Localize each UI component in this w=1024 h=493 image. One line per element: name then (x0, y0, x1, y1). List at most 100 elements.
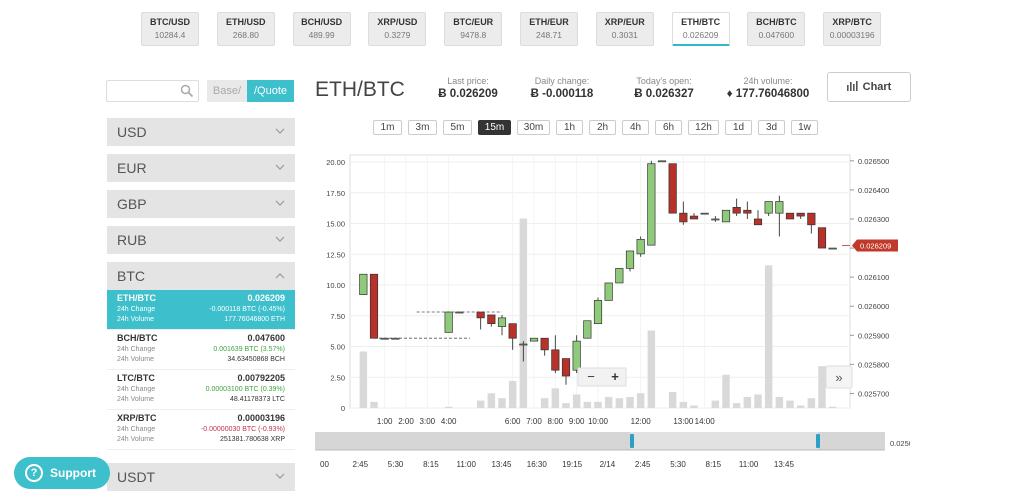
currency-label: USD (117, 124, 147, 140)
right-axis-tick: 0.026100 (858, 273, 889, 282)
ticker-xrp-eur[interactable]: XRP/EUR 0.3031 (595, 12, 654, 46)
timeframe-15m[interactable]: 15m (478, 120, 511, 135)
candle-body (828, 247, 837, 250)
timeframe-4h[interactable]: 4h (622, 120, 649, 135)
ticker-xrp-usd[interactable]: XRP/USD 0.3279 (368, 12, 427, 46)
navigator-tick: 13:45 (774, 460, 795, 469)
zoom-controls[interactable]: − + (577, 367, 627, 387)
navigator-left-handle[interactable] (630, 434, 634, 448)
navigator-right-handle[interactable] (816, 434, 820, 448)
timeframe-30m[interactable]: 30m (517, 120, 550, 135)
candle-body (497, 317, 507, 327)
quote-toggle[interactable]: /Quote (247, 80, 294, 102)
timeframe-1w[interactable]: 1w (791, 120, 818, 135)
daily-change-value: Ƀ -0.000118 (530, 88, 594, 100)
ticker-xrp-btc[interactable]: XRP/BTC 0.00003196 (823, 12, 882, 46)
currency-label: RUB (117, 232, 147, 248)
volume-row: 24h Volume 48.41178373 LTC (117, 396, 285, 403)
currency-btc[interactable]: BTC (107, 262, 295, 290)
change-value: -0.000118 BTC (-0.45%) (209, 306, 285, 313)
ticker-bar: BTC/USD 10284.4 ETH/USD 268.80 BCH/USD 489.99… (141, 12, 899, 46)
ticker-pair: ETH/BTC (681, 17, 721, 27)
ticker-bch-usd[interactable]: BCH/USD 489.99 (292, 12, 351, 46)
volume-bar (807, 398, 816, 408)
navigator-tick: 5:30 (388, 460, 404, 469)
timeframe-3m[interactable]: 3m (408, 120, 437, 135)
ticker-eth-btc[interactable]: ETH/BTC 0.026209 (671, 12, 730, 46)
timeframe-1h[interactable]: 1h (556, 120, 583, 135)
search-input[interactable] (106, 80, 199, 102)
pair-row-eth-btc[interactable]: ETH/BTC 0.026209 24h Change -0.000118 BTC (… (107, 290, 295, 330)
candle-body (551, 349, 560, 371)
x-axis-tick: 6:00 (505, 417, 521, 426)
change-row: 24h Change -0.000118 BTC (-0.45%) (117, 306, 285, 313)
currency-eur[interactable]: EUR (107, 154, 295, 182)
timeframe-2h[interactable]: 2h (589, 120, 616, 135)
volume-value: 48.41178373 LTC (229, 396, 285, 403)
base-toggle[interactable]: Base/ (207, 80, 247, 102)
ticker-eth-eur[interactable]: ETH/EUR 248.71 (519, 12, 578, 46)
candle-body (636, 238, 645, 255)
candle-body (796, 212, 805, 217)
candle-body (529, 337, 539, 342)
zoom-out-button[interactable]: − (587, 369, 595, 384)
volume-bar (647, 330, 656, 408)
timeframe-3d[interactable]: 3d (758, 120, 785, 135)
volume-row: 24h Volume 177.76046800 ETH (117, 316, 285, 323)
volume-bar (690, 405, 698, 408)
volume-bar (668, 392, 677, 408)
volume-label: 24h Volume (117, 316, 154, 323)
candle-body (743, 209, 752, 214)
currency-rub[interactable]: RUB (107, 226, 295, 254)
x-axis-tick: 9:00 (569, 417, 585, 426)
ticker-value: 268.80 (232, 30, 259, 40)
timeframe-6h[interactable]: 6h (655, 120, 682, 135)
candle-body (540, 337, 549, 351)
currency-usdt[interactable]: USDT (107, 463, 295, 491)
zoom-in-button[interactable]: + (611, 369, 619, 384)
volume-bar (508, 380, 517, 408)
ticker-bch-btc[interactable]: BCH/BTC 0.047600 (747, 12, 806, 46)
navigator-tick: 8:15 (423, 460, 439, 469)
navigator-tick: 11:00 (456, 460, 476, 469)
pair-row-ltc-btc[interactable]: LTC/BTC 0.00792205 24h Change 0.00003100 BT… (107, 370, 295, 410)
ticker-btc-eur[interactable]: BTC/EUR 9478.8 (444, 12, 503, 46)
candle-body (775, 201, 784, 214)
currency-gbp[interactable]: GBP (107, 190, 295, 218)
scroll-right-button[interactable] (825, 365, 853, 389)
right-axis-tick: 0.026400 (858, 186, 889, 195)
volume-label: 24h volume: (743, 76, 793, 86)
pair-row-xrp-btc[interactable]: XRP/BTC 0.00003196 24h Change -0.00000030 B… (107, 410, 295, 450)
left-axis-tick: 5.00 (330, 343, 345, 352)
ticker-btc-usd[interactable]: BTC/USD 10284.4 (141, 12, 199, 46)
timeframe-1m[interactable]: 1m (373, 120, 402, 135)
ticker-eth-usd[interactable]: ETH/USD 268.80 (216, 12, 275, 46)
candle-body (455, 311, 464, 314)
pair-price: 0.00003196 (237, 413, 285, 423)
timeframe-12h[interactable]: 12h (688, 120, 719, 135)
volume-bar (615, 398, 624, 408)
candle-body (817, 227, 827, 249)
candle-body (764, 201, 773, 214)
chevron-down-icon (275, 473, 285, 479)
candle-body (668, 163, 677, 214)
timeframe-1d[interactable]: 1d (725, 120, 752, 135)
chart-button[interactable]: Chart (827, 72, 911, 102)
left-axis-tick: 15.00 (326, 220, 345, 229)
currency-usd[interactable]: USD (107, 118, 295, 146)
pair-row-bch-btc[interactable]: BCH/BTC 0.047600 24h Change 0.001639 BTC (3… (107, 330, 295, 370)
volume-value: 34.63450868 BCH (227, 356, 285, 363)
volume-bar (636, 393, 645, 408)
volume-stat: 24h volume: ♦ 177.76046800 (718, 76, 818, 100)
right-axis-tick: 0.026500 (858, 157, 889, 166)
navigator-tick: 5:30 (670, 460, 686, 469)
volume-bar (679, 401, 688, 408)
ticker-value: 248.71 (535, 30, 562, 40)
volume-value: 251381.780638 XRP (220, 436, 285, 443)
bar-chart-icon (846, 81, 858, 91)
timeframe-5m[interactable]: 5m (443, 120, 472, 135)
change-label: 24h Change (117, 386, 156, 393)
change-row: 24h Change 0.00003100 BTC (0.39%) (117, 386, 285, 393)
support-button[interactable]: ? Support (14, 457, 110, 489)
